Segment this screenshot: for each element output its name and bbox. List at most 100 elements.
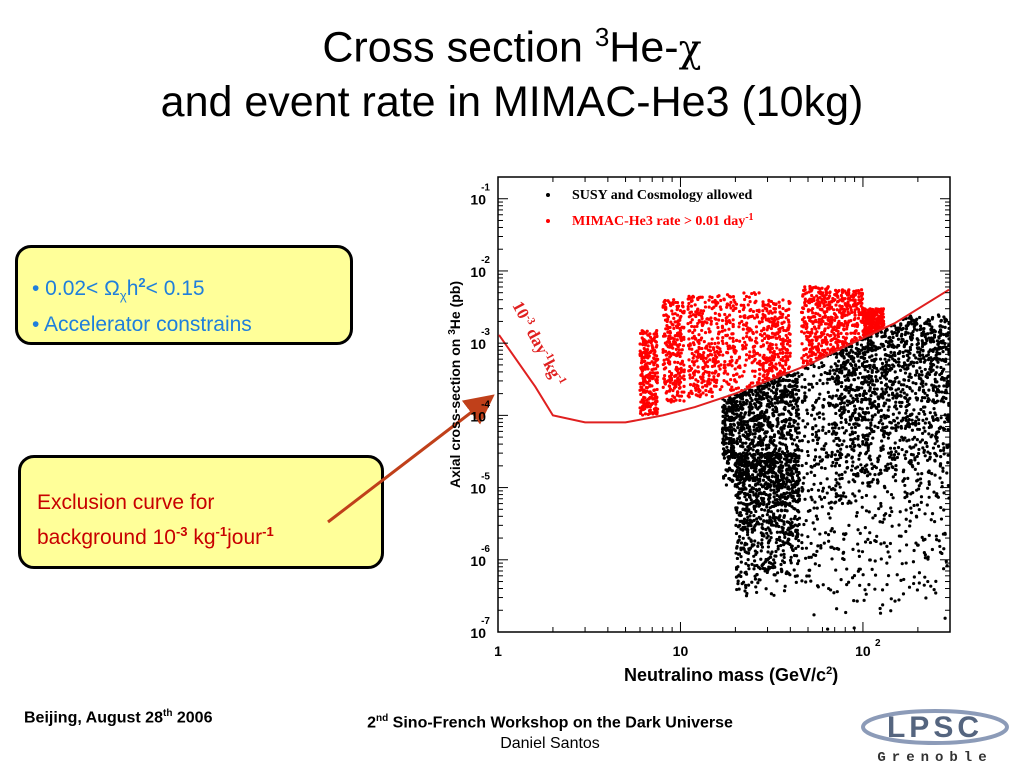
black-point xyxy=(893,370,897,374)
red-point xyxy=(760,334,764,338)
black-point xyxy=(933,442,937,446)
black-point xyxy=(777,431,781,435)
black-point xyxy=(879,542,883,546)
black-point xyxy=(908,348,913,352)
black-point xyxy=(942,508,946,512)
black-point xyxy=(916,338,920,342)
black-point xyxy=(730,417,734,422)
red-point xyxy=(724,322,728,326)
black-point xyxy=(903,483,907,488)
black-point xyxy=(728,432,732,436)
black-point xyxy=(932,335,937,339)
black-point xyxy=(865,426,869,430)
black-point xyxy=(830,375,834,379)
red-point xyxy=(652,348,656,352)
black-point xyxy=(901,387,905,392)
black-point xyxy=(893,472,897,477)
red-point xyxy=(656,357,660,361)
black-point xyxy=(839,407,843,411)
black-point xyxy=(850,413,855,417)
black-point xyxy=(906,366,910,370)
red-point xyxy=(693,303,697,307)
black-point xyxy=(868,458,873,462)
red-point xyxy=(679,370,683,374)
red-point xyxy=(760,339,764,343)
black-point xyxy=(746,524,750,528)
red-point xyxy=(733,378,737,382)
black-point xyxy=(830,526,834,531)
black-point xyxy=(825,381,829,385)
black-point xyxy=(793,419,798,423)
black-point xyxy=(778,497,782,501)
black-point xyxy=(878,606,882,611)
black-point xyxy=(946,333,950,337)
red-point xyxy=(775,323,779,327)
red-point xyxy=(711,357,715,361)
black-point xyxy=(739,527,743,531)
black-point xyxy=(822,541,826,545)
red-point xyxy=(688,343,692,347)
black-point xyxy=(918,315,922,320)
black-point xyxy=(880,394,885,398)
black-point xyxy=(890,339,894,343)
black-point xyxy=(733,452,737,457)
black-point xyxy=(721,405,725,409)
black-point xyxy=(941,426,945,430)
black-point xyxy=(919,359,923,364)
red-point xyxy=(700,295,704,299)
black-point xyxy=(904,529,908,534)
red-point xyxy=(693,386,698,390)
black-point xyxy=(885,490,890,494)
black-point xyxy=(923,391,927,395)
black-point xyxy=(932,588,936,592)
black-point xyxy=(850,426,854,430)
red-point xyxy=(688,382,693,387)
red-point xyxy=(722,297,726,301)
red-point xyxy=(693,328,697,332)
black-point xyxy=(772,433,777,437)
red-point xyxy=(763,306,767,310)
black-point xyxy=(768,395,772,399)
black-point xyxy=(781,412,786,416)
black-point xyxy=(935,399,940,403)
black-point xyxy=(859,469,863,473)
black-point xyxy=(760,522,764,526)
black-point xyxy=(791,379,795,383)
black-point xyxy=(928,411,932,415)
red-point xyxy=(675,338,679,342)
red-point xyxy=(673,334,677,338)
black-point xyxy=(924,341,928,345)
black-point xyxy=(939,517,944,521)
black-point xyxy=(937,384,941,388)
black-point xyxy=(788,573,792,577)
black-point xyxy=(732,396,736,401)
black-point xyxy=(817,411,822,415)
red-point xyxy=(750,291,754,296)
red-point xyxy=(645,389,649,393)
black-point xyxy=(800,449,804,453)
black-point xyxy=(766,568,770,572)
black-point xyxy=(759,411,763,415)
black-point xyxy=(757,421,761,425)
red-point xyxy=(714,369,718,373)
red-point xyxy=(687,301,691,306)
black-point xyxy=(890,509,894,514)
red-point xyxy=(761,300,765,304)
red-point xyxy=(673,379,677,383)
black-point xyxy=(730,455,735,460)
black-point xyxy=(750,438,754,442)
black-point xyxy=(856,423,860,427)
black-point xyxy=(780,378,785,383)
black-point xyxy=(735,518,739,522)
exclusion-sup-2: -1 xyxy=(215,524,228,539)
black-point xyxy=(845,399,849,403)
black-point xyxy=(767,443,771,447)
black-point xyxy=(815,381,819,386)
black-point xyxy=(866,418,871,422)
black-point xyxy=(750,527,754,531)
black-point xyxy=(817,415,822,420)
black-point xyxy=(867,376,871,381)
black-point xyxy=(752,444,756,448)
black-point xyxy=(923,367,927,372)
black-point xyxy=(914,318,918,323)
